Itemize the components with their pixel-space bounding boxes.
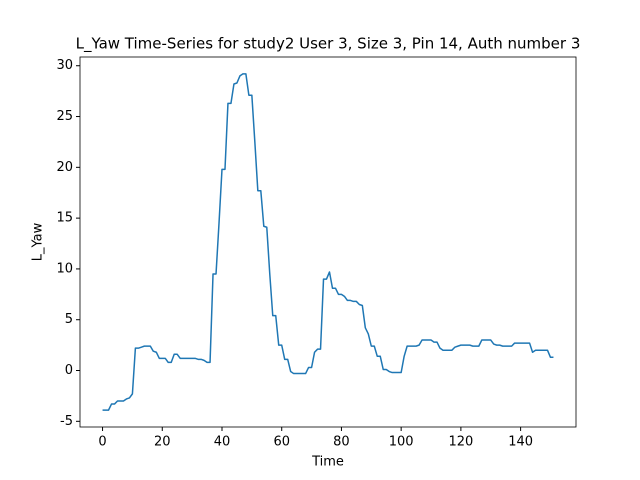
x-tick-label: 0 xyxy=(98,435,106,450)
x-tick-label: 20 xyxy=(154,435,171,450)
y-tick-label: 30 xyxy=(56,58,73,73)
y-tick-label: 10 xyxy=(56,261,73,276)
y-tick-label: 25 xyxy=(56,109,73,124)
x-tick-label: 60 xyxy=(273,435,290,450)
y-tick-label: 0 xyxy=(65,363,73,378)
x-tick-label: 40 xyxy=(214,435,231,450)
y-tick-label: -5 xyxy=(60,414,73,429)
y-tick-label: 20 xyxy=(56,160,73,175)
plot-frame xyxy=(79,56,577,428)
x-axis-label: Time xyxy=(311,455,344,470)
x-tick-label: 100 xyxy=(389,435,414,450)
x-tick-label: 140 xyxy=(508,435,533,450)
x-tick-label: 120 xyxy=(448,435,473,450)
y-tick-label: 5 xyxy=(65,312,73,327)
y-tick-label: 15 xyxy=(56,211,73,226)
x-tick-label: 80 xyxy=(333,435,350,450)
chart-title: L_Yaw Time-Series for study2 User 3, Siz… xyxy=(76,35,581,54)
y-axis-label: L_Yaw xyxy=(31,222,46,261)
data-line xyxy=(102,73,554,411)
